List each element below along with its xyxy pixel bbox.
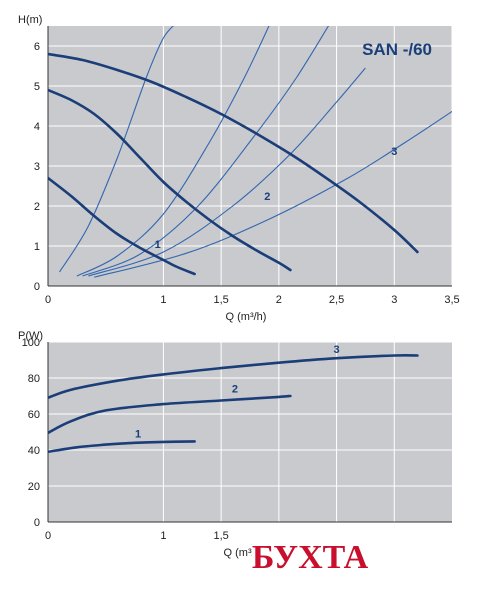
plot-curves bbox=[48, 26, 452, 278]
system-curve-line bbox=[59, 26, 174, 273]
x-tick-label: 3,5 bbox=[444, 294, 459, 306]
plot-area bbox=[48, 342, 452, 522]
y-tick-label: 60 bbox=[28, 409, 40, 421]
x-tick-label: 1 bbox=[160, 294, 166, 306]
series-line-3 bbox=[48, 52, 419, 254]
series-label-3: 3 bbox=[391, 146, 397, 158]
series-label-1: 1 bbox=[135, 428, 141, 440]
x-tick-label: 2 bbox=[276, 294, 282, 306]
system-curve-line bbox=[76, 26, 270, 277]
buhta-logo-stamp: БУХТА bbox=[252, 528, 369, 580]
series-line-3 bbox=[48, 354, 419, 400]
y-tick-label: 80 bbox=[28, 373, 40, 385]
series-line-2 bbox=[48, 394, 292, 435]
y-tick-label: 0 bbox=[34, 281, 40, 293]
y-tick-label: 0 bbox=[34, 517, 40, 529]
system-curve-line bbox=[82, 26, 329, 277]
series-line-1 bbox=[48, 440, 196, 454]
series-label-1: 1 bbox=[155, 239, 161, 251]
stamp-background bbox=[252, 528, 368, 580]
y-tick-label: 40 bbox=[28, 445, 40, 457]
head-flow-chart: 0 1 2 3 4 5 6 0 1 1,5 2 2,5 3 3,5 H(m) Q (m³/h) 1 2 3 SAN -… bbox=[18, 14, 460, 323]
y-tick-label: 1 bbox=[34, 241, 40, 253]
x-tick-label: 3 bbox=[391, 294, 397, 306]
x-tick-label: 1,5 bbox=[213, 530, 228, 542]
y-tick-label: 100 bbox=[22, 337, 40, 349]
x-tick-label: 1 bbox=[160, 530, 166, 542]
y-axis-title: P(W) bbox=[18, 330, 43, 342]
y-tick-label: 6 bbox=[34, 41, 40, 53]
x-tick-label: 1,5 bbox=[213, 294, 228, 306]
x-tick-label: 2,5 bbox=[329, 294, 344, 306]
x-tick-label: 0 bbox=[45, 294, 51, 306]
y-tick-label: 5 bbox=[34, 81, 40, 93]
y-tick-label: 20 bbox=[28, 481, 40, 493]
y-tick-label: 3 bbox=[34, 161, 40, 173]
plot-curves bbox=[48, 354, 419, 454]
series-label-2: 2 bbox=[264, 191, 270, 203]
series-label-2: 2 bbox=[232, 383, 238, 395]
y-tick-label: 2 bbox=[34, 201, 40, 213]
y-axis-title: H(m) bbox=[18, 14, 42, 26]
chart-title: SAN -/60 bbox=[362, 40, 432, 59]
y-tick-label: 4 bbox=[34, 121, 40, 133]
stamp-text: БУХТА bbox=[252, 539, 369, 576]
series-line-2 bbox=[48, 88, 292, 272]
series-line-1 bbox=[48, 176, 196, 276]
x-axis-title: Q (m³/h) bbox=[226, 311, 267, 323]
series-label-3: 3 bbox=[334, 344, 340, 356]
x-tick-label: 0 bbox=[45, 530, 51, 542]
system-curve-line bbox=[94, 110, 452, 278]
